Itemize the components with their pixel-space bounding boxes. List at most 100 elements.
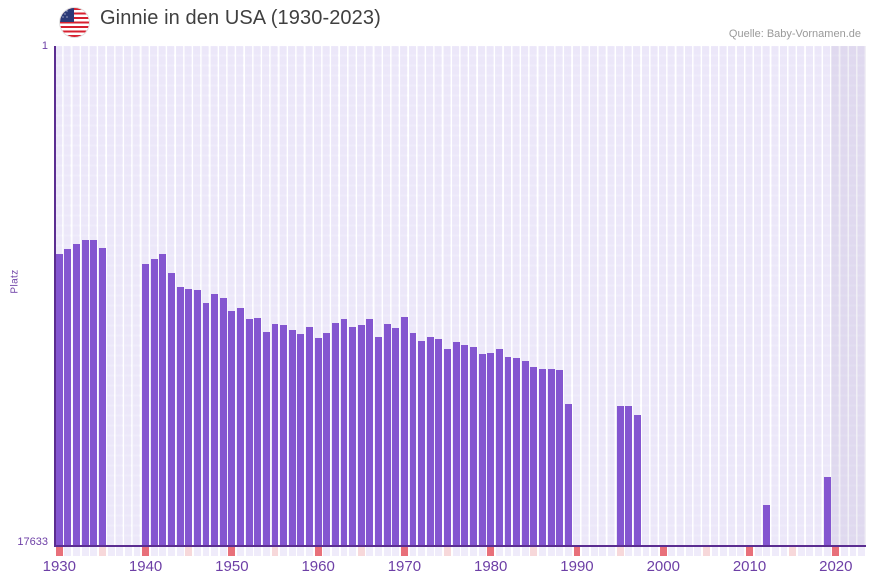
x-axis-tick-mark [90, 547, 98, 556]
bar[interactable] [150, 258, 158, 546]
bar[interactable] [271, 324, 279, 546]
plot-area [55, 46, 866, 546]
bar[interactable] [392, 327, 400, 546]
bar[interactable] [81, 239, 89, 546]
bar[interactable] [478, 354, 486, 546]
bar[interactable] [254, 317, 262, 546]
bar[interactable] [331, 323, 339, 546]
bar[interactable] [366, 318, 374, 546]
x-axis-tick-mark [55, 547, 63, 556]
y-axis-tick-top: 1 [41, 40, 48, 52]
bar[interactable] [357, 325, 365, 546]
bar[interactable] [564, 404, 572, 546]
x-axis-tick-mark [642, 547, 650, 556]
bar[interactable] [461, 344, 469, 546]
bar[interactable] [323, 332, 331, 546]
bar[interactable] [185, 289, 193, 546]
chart-header: Ginnie in den USA (1930-2023) Quelle: Ba… [0, 0, 873, 42]
x-axis-tick-label: 1980 [474, 558, 508, 575]
x-axis-tick-mark [99, 547, 106, 556]
x-axis-tick-label: 2010 [732, 558, 767, 575]
x-axis-tick-mark [185, 547, 193, 556]
bar[interactable] [539, 368, 546, 546]
bar[interactable] [556, 370, 564, 546]
x-axis-tick-mark [400, 547, 408, 556]
x-axis-tick-mark [262, 547, 270, 556]
bar[interactable] [400, 317, 408, 546]
bar[interactable] [513, 357, 521, 546]
bar[interactable] [64, 248, 72, 546]
bar[interactable] [375, 336, 382, 546]
bar[interactable] [340, 319, 348, 546]
bar[interactable] [99, 248, 106, 546]
x-axis-tick-mark [245, 547, 253, 556]
bar[interactable] [418, 340, 426, 546]
bar[interactable] [297, 333, 305, 546]
bar[interactable] [159, 254, 167, 546]
bar[interactable] [202, 302, 210, 546]
x-axis-tick-mark [651, 547, 659, 556]
x-axis-tick-mark [452, 547, 460, 556]
x-axis-tick-mark [331, 547, 339, 556]
x-axis-tick-mark [366, 547, 374, 556]
x-axis-tick-labels: 1930 1940 1950 1960 1970 1980 1990 2000 2010 2020 [0, 558, 873, 582]
bar[interactable] [349, 326, 357, 546]
x-axis-tick-label: 1940 [128, 558, 163, 575]
bar[interactable] [547, 369, 555, 546]
bar[interactable] [763, 505, 771, 546]
x-axis-tick-mark [288, 547, 296, 556]
bar[interactable] [280, 325, 288, 546]
bar[interactable] [487, 353, 495, 546]
bar[interactable] [55, 253, 63, 546]
bar[interactable] [383, 323, 391, 546]
x-axis-tick-markers [55, 547, 866, 556]
x-axis-tick-mark [754, 547, 762, 556]
x-axis-tick-mark [763, 547, 771, 556]
bar[interactable] [625, 405, 633, 546]
bar[interactable] [409, 333, 417, 546]
bar[interactable] [314, 337, 322, 546]
bar[interactable] [435, 339, 443, 546]
bar[interactable] [193, 290, 201, 546]
bar[interactable] [444, 348, 451, 546]
x-axis-tick-mark [142, 547, 150, 556]
bar[interactable] [142, 263, 150, 546]
bar[interactable] [245, 319, 253, 546]
bar[interactable] [616, 405, 624, 546]
bar[interactable] [262, 331, 270, 546]
y-axis-line [54, 46, 56, 546]
bar[interactable] [452, 342, 460, 546]
x-axis-tick-mark [840, 547, 848, 556]
bar[interactable] [73, 243, 80, 546]
x-axis-tick-mark [116, 547, 124, 556]
bar[interactable] [176, 287, 184, 546]
x-axis-tick-mark [228, 547, 236, 556]
bar[interactable] [504, 357, 512, 546]
x-axis-tick-mark [694, 547, 702, 556]
x-axis-tick-mark [633, 547, 641, 556]
bar[interactable] [426, 336, 434, 546]
bar[interactable] [219, 297, 227, 546]
bar[interactable] [90, 239, 98, 546]
bar[interactable] [521, 360, 529, 546]
x-axis-tick-mark [176, 547, 184, 556]
bar[interactable] [168, 272, 175, 546]
bar[interactable] [237, 308, 244, 546]
x-axis-tick-mark [211, 547, 219, 556]
x-axis-tick-mark [237, 547, 244, 556]
bar[interactable] [469, 346, 477, 546]
bar[interactable] [288, 330, 296, 546]
x-axis-tick-mark [478, 547, 486, 556]
bar[interactable] [228, 311, 236, 546]
x-axis-tick-mark [659, 547, 667, 556]
bar[interactable] [530, 366, 538, 546]
x-axis-tick-mark [608, 547, 615, 556]
bar[interactable] [495, 348, 503, 546]
x-axis-tick-mark [323, 547, 331, 556]
bar[interactable] [633, 415, 641, 546]
x-axis-tick-mark [435, 547, 443, 556]
y-axis-title: Platz [9, 269, 21, 294]
bar[interactable] [211, 294, 219, 546]
bar[interactable] [306, 327, 313, 546]
bar[interactable] [823, 477, 831, 546]
